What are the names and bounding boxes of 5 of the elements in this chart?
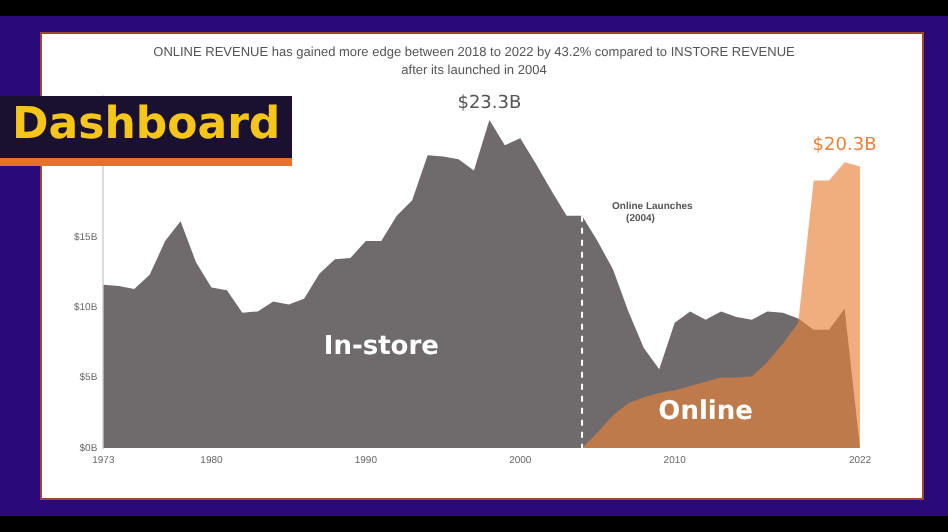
annotation: $23.3B xyxy=(457,93,522,114)
annotation: Dashboard xyxy=(0,96,293,166)
annotation: $20.3B xyxy=(812,136,877,157)
series-label: Online xyxy=(658,397,754,428)
series-label: In-store xyxy=(323,331,440,362)
